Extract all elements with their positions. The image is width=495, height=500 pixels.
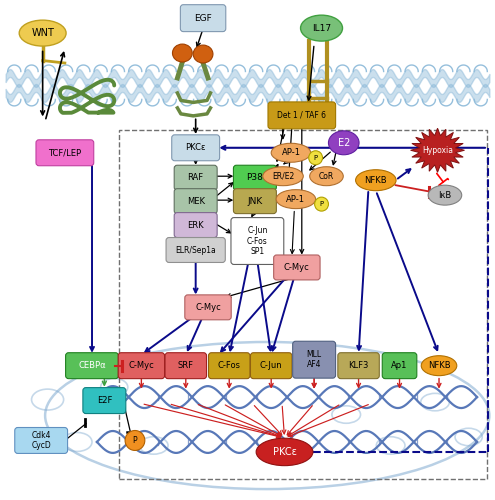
Text: E2F: E2F [97,396,112,405]
Text: Ap1: Ap1 [392,361,408,370]
Text: Det 1 / TAF 6: Det 1 / TAF 6 [277,111,326,120]
Text: WNT: WNT [31,28,54,38]
Text: ERK: ERK [188,220,204,230]
FancyBboxPatch shape [185,295,231,320]
Text: MEK: MEK [187,196,204,205]
FancyBboxPatch shape [180,4,226,32]
FancyBboxPatch shape [166,238,225,262]
Text: P38: P38 [247,173,263,182]
Text: P: P [319,201,324,207]
Ellipse shape [263,166,303,186]
Ellipse shape [329,131,359,155]
FancyBboxPatch shape [66,352,118,378]
Text: C-Jun: C-Jun [260,361,283,370]
FancyBboxPatch shape [250,352,292,378]
Ellipse shape [428,185,462,205]
Text: Cdk4
CycD: Cdk4 CycD [31,431,51,450]
FancyBboxPatch shape [15,428,68,454]
FancyBboxPatch shape [234,165,276,190]
Text: NFKB: NFKB [428,361,450,370]
FancyBboxPatch shape [174,212,217,238]
Text: PKCε: PKCε [273,447,297,457]
FancyBboxPatch shape [234,188,276,214]
FancyBboxPatch shape [165,352,206,378]
Text: NFKB: NFKB [364,176,387,184]
Text: MLL
AF4: MLL AF4 [306,350,322,370]
Ellipse shape [193,45,213,63]
FancyBboxPatch shape [208,352,250,378]
Ellipse shape [300,15,343,41]
Ellipse shape [172,44,192,62]
FancyBboxPatch shape [174,188,217,214]
Text: CEBPα: CEBPα [78,361,106,370]
Text: AP-1: AP-1 [287,194,305,203]
FancyBboxPatch shape [174,165,217,190]
Text: ELR/Sep1a: ELR/Sep1a [175,246,216,254]
Ellipse shape [355,170,396,190]
Ellipse shape [256,438,313,466]
Text: P: P [133,436,137,445]
FancyBboxPatch shape [293,341,336,378]
Text: C-Jun
C-Fos
SP1: C-Jun C-Fos SP1 [247,226,268,256]
Text: C-Myc: C-Myc [129,361,154,370]
Ellipse shape [310,166,343,186]
Polygon shape [410,128,464,172]
Ellipse shape [421,356,457,376]
FancyBboxPatch shape [118,352,164,378]
Text: JNK: JNK [248,196,262,205]
FancyBboxPatch shape [172,135,220,160]
Text: AP-1: AP-1 [282,148,300,158]
FancyBboxPatch shape [338,352,379,378]
Text: IL17: IL17 [312,24,331,32]
Ellipse shape [19,20,66,46]
FancyBboxPatch shape [274,255,320,280]
FancyBboxPatch shape [268,102,336,129]
FancyBboxPatch shape [231,218,284,264]
Text: CoR: CoR [319,172,334,180]
Text: EGF: EGF [194,14,212,22]
Text: ER/E2: ER/E2 [272,172,294,180]
Text: IκB: IκB [438,190,451,200]
FancyBboxPatch shape [382,352,417,378]
Text: E2: E2 [338,138,350,148]
Ellipse shape [271,144,311,162]
Ellipse shape [276,190,316,208]
Text: RAF: RAF [188,173,204,182]
Text: P: P [313,155,318,161]
Text: C-Fos: C-Fos [218,361,241,370]
Text: C-Myc: C-Myc [195,303,221,312]
Ellipse shape [309,151,323,164]
Text: KLF3: KLF3 [348,361,369,370]
FancyBboxPatch shape [83,388,126,413]
FancyBboxPatch shape [36,140,94,166]
Text: SRF: SRF [178,361,194,370]
Text: TCF/LEP: TCF/LEP [49,148,81,158]
Text: Hypoxia: Hypoxia [422,146,453,155]
Ellipse shape [315,197,329,211]
Text: PKCε: PKCε [186,144,206,152]
Ellipse shape [125,430,145,450]
Text: C-Myc: C-Myc [284,263,310,272]
